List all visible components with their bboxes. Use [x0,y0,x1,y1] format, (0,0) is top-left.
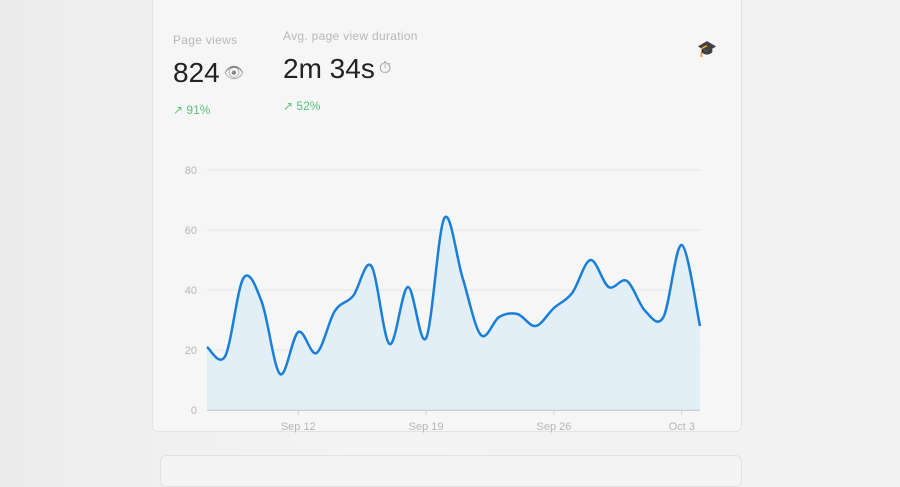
y-tick-label: 60 [185,225,197,237]
y-tick-label: 0 [191,405,197,417]
area-fill [207,217,700,410]
x-tick-label: Sep 19 [409,421,444,433]
y-tick-label: 20 [185,345,197,357]
x-tick-label: Sep 26 [536,421,571,433]
line-chart: 0 20 40 60 80 Sep 12 Sep 19 Sep 26 Oct 3 [0,0,900,472]
y-tick-label: 40 [185,285,197,297]
y-tick-label: 80 [185,165,197,177]
x-tick-label: Sep 12 [281,421,316,433]
x-tick-label: Oct 3 [669,421,695,433]
